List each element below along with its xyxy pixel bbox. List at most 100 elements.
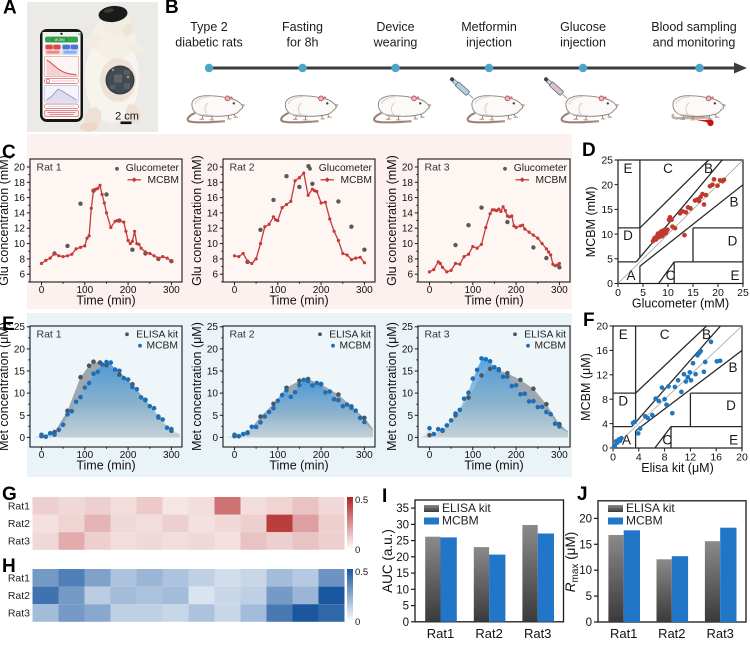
svg-text:E: E	[619, 327, 628, 342]
svg-text:B: B	[704, 161, 713, 176]
svg-text:8: 8	[19, 254, 25, 265]
svg-text:5: 5	[407, 411, 413, 422]
svg-text:Met concentration (μM): Met concentration (μM)	[385, 322, 399, 451]
svg-text:20: 20	[14, 344, 26, 355]
svg-text:15: 15	[687, 287, 699, 299]
svg-text:10: 10	[14, 239, 26, 250]
svg-text:0: 0	[427, 285, 433, 296]
svg-text:100: 100	[269, 450, 286, 461]
svg-text:16: 16	[14, 193, 26, 204]
svg-text:D: D	[726, 398, 736, 413]
svg-text:0: 0	[232, 450, 238, 461]
svg-text:E: E	[2, 314, 15, 335]
svg-text:MCBM: MCBM	[626, 514, 663, 528]
svg-text:D: D	[582, 140, 596, 161]
svg-text:D: D	[618, 393, 628, 408]
svg-text:20: 20	[402, 163, 414, 174]
svg-text:Rat2: Rat2	[658, 626, 685, 641]
svg-text:ELISA kit: ELISA kit	[136, 329, 178, 340]
svg-text:Rat 2: Rat 2	[230, 162, 255, 174]
svg-text:A: A	[3, 0, 17, 19]
svg-text:MCBM: MCBM	[341, 175, 372, 186]
svg-text:300: 300	[356, 450, 373, 461]
svg-text:A: A	[622, 433, 631, 448]
svg-text:8: 8	[212, 254, 218, 265]
svg-text:B: B	[729, 194, 738, 209]
svg-text:injection: injection	[560, 36, 606, 50]
svg-text:5: 5	[586, 591, 592, 603]
svg-text:10: 10	[601, 229, 613, 241]
svg-text:E: E	[729, 433, 738, 448]
svg-text:6: 6	[19, 270, 25, 281]
svg-text:Rat 1: Rat 1	[37, 329, 62, 341]
svg-text:C: C	[662, 433, 672, 448]
svg-text:20: 20	[207, 344, 219, 355]
svg-text:Rat1: Rat1	[427, 626, 454, 641]
svg-text:Rat3: Rat3	[524, 626, 551, 641]
svg-text:35: 35	[396, 503, 409, 515]
svg-text:A: A	[626, 268, 635, 283]
svg-text:10: 10	[402, 389, 414, 400]
svg-text:100: 100	[464, 450, 481, 461]
svg-text:25: 25	[207, 322, 219, 333]
svg-text:10: 10	[396, 584, 409, 596]
svg-text:Time (min): Time (min)	[464, 294, 523, 308]
svg-text:Met concentration (μM): Met concentration (μM)	[0, 322, 11, 451]
svg-text:MCBM: MCBM	[148, 175, 179, 186]
svg-text:D: D	[728, 234, 738, 249]
svg-text:Glu concentration (mM): Glu concentration (mM)	[190, 155, 204, 286]
svg-text:12: 12	[14, 224, 26, 235]
svg-text:G: G	[2, 484, 17, 505]
svg-text:12: 12	[207, 224, 219, 235]
svg-text:12: 12	[596, 370, 608, 382]
svg-text:and monitoring: and monitoring	[653, 36, 736, 50]
svg-text:0.5: 0.5	[355, 495, 368, 506]
svg-text:Rat 2: Rat 2	[230, 329, 255, 341]
svg-text:Rat 3: Rat 3	[425, 162, 450, 174]
svg-text:B: B	[702, 327, 711, 342]
svg-text:I: I	[382, 486, 387, 507]
svg-text:Rat3: Rat3	[706, 626, 733, 641]
svg-text:15: 15	[396, 568, 409, 580]
svg-text:Device: Device	[376, 20, 414, 34]
svg-text:Rat3: Rat3	[8, 608, 30, 620]
svg-text:0: 0	[407, 433, 413, 444]
svg-text:Rmax (μM): Rmax (μM)	[563, 532, 581, 592]
svg-text:H: H	[2, 556, 16, 577]
svg-text:20: 20	[207, 163, 219, 174]
svg-text:200: 200	[120, 285, 137, 296]
svg-text:10: 10	[662, 287, 674, 299]
svg-text:Glucometer: Glucometer	[319, 163, 373, 174]
svg-text:200: 200	[508, 450, 525, 461]
svg-text:100: 100	[76, 285, 93, 296]
svg-text:300: 300	[163, 285, 180, 296]
svg-text:Glu concentration (mM): Glu concentration (mM)	[0, 155, 11, 286]
svg-text:20: 20	[601, 179, 613, 191]
svg-text:200: 200	[508, 285, 525, 296]
svg-text:D: D	[623, 228, 633, 243]
svg-text:98: 98	[78, 33, 82, 37]
svg-text:200: 200	[313, 285, 330, 296]
svg-text:4: 4	[602, 418, 608, 430]
svg-text:Glu concentration (mM): Glu concentration (mM)	[385, 155, 399, 286]
svg-text:6: 6	[407, 270, 413, 281]
svg-text:0.5: 0.5	[355, 567, 368, 578]
svg-text:MCBM: MCBM	[442, 514, 479, 528]
svg-text:MCBM: MCBM	[535, 341, 566, 352]
svg-text:10: 10	[402, 239, 414, 250]
svg-text:0: 0	[403, 617, 409, 629]
svg-text:100: 100	[76, 450, 93, 461]
svg-text:ELISA kit: ELISA kit	[442, 501, 491, 515]
svg-text:0: 0	[602, 443, 608, 455]
svg-text:0: 0	[355, 617, 360, 628]
svg-text:10: 10	[579, 565, 592, 577]
svg-text:Rat3: Rat3	[8, 536, 30, 548]
svg-text:ELISA kit: ELISA kit	[329, 329, 371, 340]
svg-text:B: B	[165, 0, 179, 18]
svg-text:Fasting: Fasting	[282, 20, 323, 34]
svg-text:300: 300	[551, 285, 568, 296]
svg-text:diabetic rats: diabetic rats	[175, 36, 242, 50]
svg-text:MCBM: MCBM	[536, 175, 567, 186]
svg-text:14: 14	[14, 208, 26, 219]
svg-text:100: 100	[269, 285, 286, 296]
